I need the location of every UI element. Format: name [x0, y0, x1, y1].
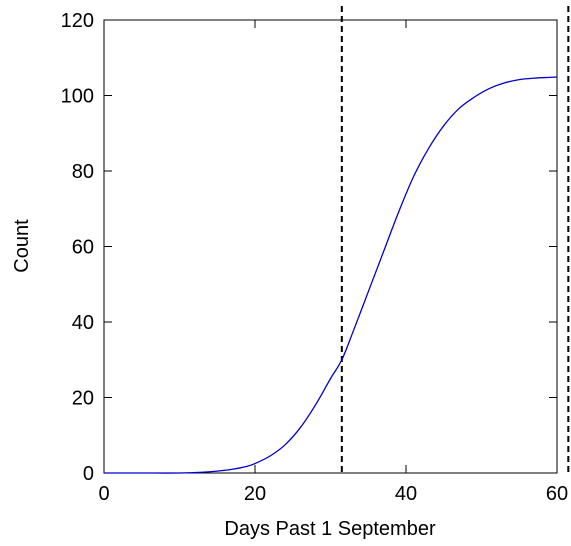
series-line [104, 76, 558, 474]
y-tick-label: 100 [61, 86, 94, 108]
y-tick-label: 120 [61, 10, 94, 32]
y-axis-title: Count [11, 219, 33, 273]
y-tick-label: 60 [72, 237, 94, 259]
series-group [104, 76, 558, 474]
x-axis-title: Days Past 1 September [224, 518, 436, 540]
y-tick-label: 0 [83, 463, 94, 485]
y-tick-label: 20 [72, 388, 94, 410]
x-tick-label: 0 [98, 483, 109, 505]
y-tick-label: 80 [72, 161, 94, 183]
axis-ticks [103, 19, 558, 474]
x-tick-label: 40 [395, 483, 417, 505]
reference-lines [340, 6, 570, 473]
x-tick-label: 60 [546, 483, 568, 505]
x-tick-label: 20 [244, 483, 266, 505]
y-tick-label: 40 [72, 312, 94, 334]
plot-area [103, 19, 558, 474]
tick-labels: 0 20 40 60 0 20 40 60 80 100 120 [61, 10, 569, 505]
